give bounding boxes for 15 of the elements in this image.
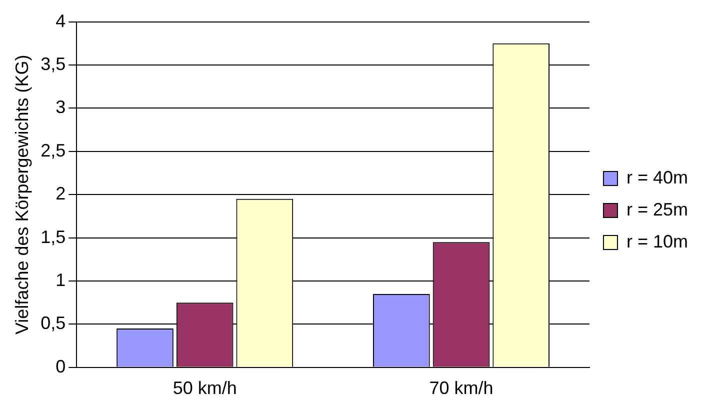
- legend-label: r = 10m: [626, 231, 688, 252]
- y-tick-label: 0: [56, 356, 66, 376]
- y-tick-label: 1: [56, 270, 66, 290]
- y-tick-label: 1,5: [40, 226, 66, 247]
- y-tick-label: 3: [56, 97, 66, 118]
- legend-label: r = 25m: [626, 199, 688, 220]
- y-tick-label: 0,5: [40, 313, 66, 334]
- y-tick-label: 3,5: [40, 54, 66, 74]
- x-tick-label: 70 km/h: [429, 378, 494, 398]
- y-tick-label: 4: [56, 10, 66, 31]
- y-tick-label: 2,5: [40, 140, 66, 160]
- legend-label: r = 40m: [626, 167, 688, 188]
- y-axis-title: Vielfache des Körpergewichts (KG): [12, 54, 32, 335]
- y-tick-label: 2: [56, 184, 66, 204]
- x-tick-label: 50 km/h: [172, 378, 237, 398]
